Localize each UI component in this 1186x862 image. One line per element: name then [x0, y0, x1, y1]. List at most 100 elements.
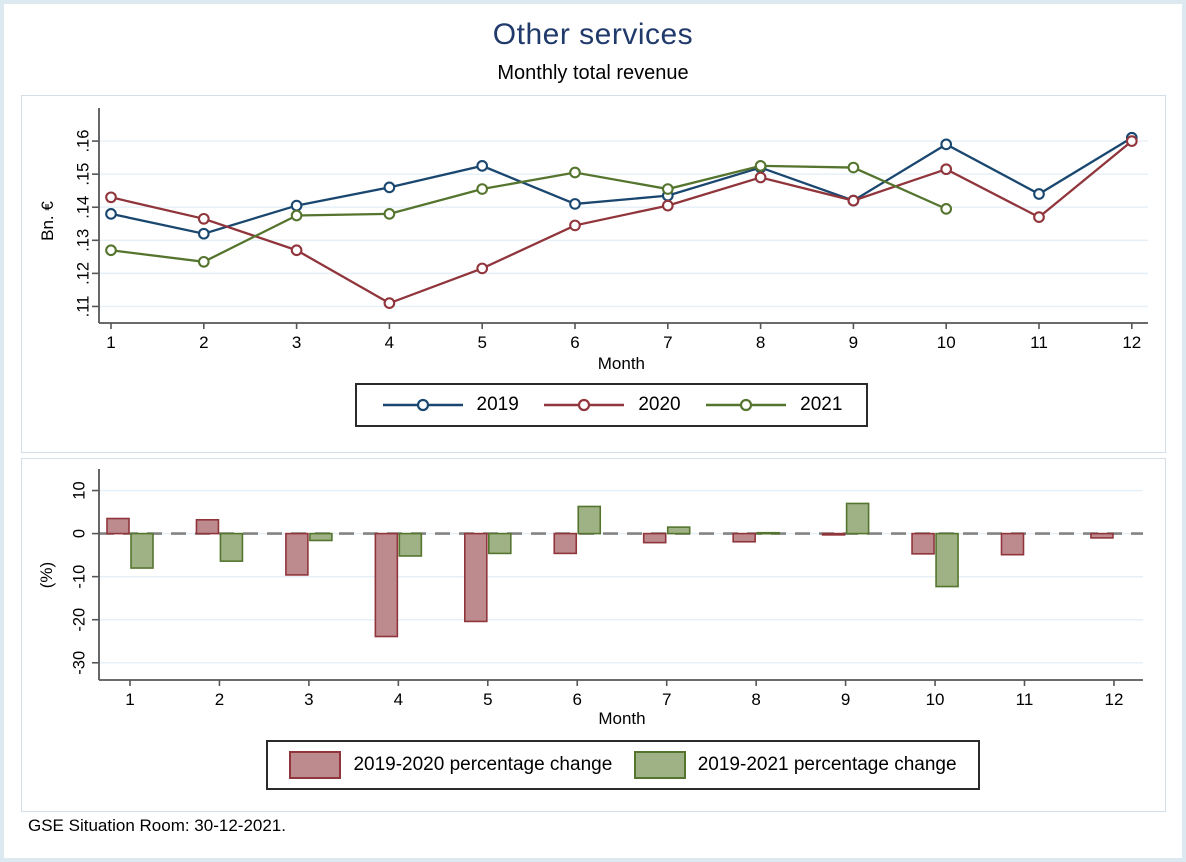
legend-item-2020: 2020 — [542, 394, 681, 416]
data-point — [105, 207, 117, 220]
x-tick-label: 2 — [199, 333, 208, 352]
y-tick-label: 10 — [70, 481, 88, 499]
legend-label-2021: 2021 — [800, 394, 843, 415]
bar — [732, 532, 756, 543]
x-tick-label: 4 — [385, 333, 394, 352]
data-point — [754, 160, 767, 172]
x-tick-label: 3 — [292, 333, 301, 352]
line-marker-2021-icon — [706, 398, 787, 412]
data-point — [476, 262, 489, 275]
data-point — [661, 199, 674, 212]
legend-item-2021: 2021 — [704, 394, 842, 416]
data-point — [290, 199, 303, 212]
series-line — [110, 164, 947, 263]
data-point — [383, 297, 396, 310]
x-tick-label: 4 — [394, 690, 403, 709]
x-tick-label: 12 — [1104, 690, 1123, 709]
y-axis-title: Bn. € — [38, 201, 57, 241]
data-point — [197, 255, 210, 268]
bar — [195, 519, 220, 535]
data-point — [290, 209, 303, 222]
x-axis-title: Month — [598, 354, 645, 373]
legend-label-2020: 2020 — [638, 394, 681, 415]
x-axis-title: Month — [598, 709, 645, 728]
data-point — [383, 181, 396, 194]
data-point — [105, 244, 117, 257]
x-tick-label: 7 — [663, 333, 672, 352]
page-subtitle: Monthly total revenue — [497, 62, 689, 84]
legend-item-2019-2020-change: 2019-2020 percentage change — [289, 751, 612, 779]
legend-item-2019: 2019 — [381, 394, 519, 416]
y-tick-label: -20 — [70, 608, 88, 632]
data-point — [847, 194, 860, 207]
x-tick-label: 10 — [926, 690, 945, 709]
x-tick-label: 3 — [304, 690, 313, 709]
bar — [487, 532, 512, 555]
x-tick-label: 2 — [215, 690, 224, 709]
bar — [935, 532, 959, 588]
bar — [219, 532, 244, 562]
x-tick-label: 5 — [477, 333, 486, 352]
data-point — [940, 163, 953, 176]
x-tick-label: 10 — [937, 333, 956, 352]
data-point — [1033, 211, 1045, 224]
x-tick-label: 12 — [1122, 333, 1141, 352]
bar — [463, 532, 488, 623]
line-marker-2020-icon — [544, 398, 625, 412]
data-point — [1125, 135, 1138, 147]
bar — [821, 532, 846, 536]
y-tick-label: -10 — [70, 565, 88, 589]
data-point — [569, 166, 581, 179]
bar — [642, 532, 667, 544]
bar — [553, 532, 578, 555]
line-chart-legend: 2019 2020 2021 — [355, 383, 868, 427]
bar — [756, 531, 780, 535]
data-point — [569, 219, 581, 232]
x-tick-label: 11 — [1016, 690, 1034, 709]
legend-label-2019: 2019 — [476, 394, 519, 415]
bar — [911, 532, 935, 555]
y-tick-label: -30 — [70, 651, 88, 675]
data-point — [940, 203, 953, 215]
bar — [1090, 532, 1114, 539]
line-chart: .11.12.13.14.15.16 1 2 3 4 5 6 7 8 9 10 11 12 Month Bn… — [22, 96, 1165, 457]
data-point — [290, 244, 303, 257]
y-tick-label: .15 — [74, 163, 92, 186]
data-point — [197, 212, 210, 225]
legend-label-2019-2021-change: 2019-2021 percentage change — [697, 754, 957, 775]
source-note: GSE Situation Room: 30-12-2021. — [28, 816, 286, 835]
y-tick-label: 0 — [70, 529, 88, 538]
data-point — [197, 227, 210, 240]
x-tick-label: 7 — [662, 690, 671, 709]
data-point — [476, 183, 489, 195]
series-line — [110, 136, 1133, 235]
x-tick-label: 1 — [106, 333, 115, 352]
bar — [309, 532, 333, 542]
x-tick-label: 6 — [573, 690, 582, 709]
bar-chart-panel: 10 0 -10 -20 -30 1 2 3 4 5 6 7 8 9 10 11 12 Month (%) 2019… — [21, 458, 1166, 812]
series-line — [110, 140, 1133, 305]
data-point — [940, 138, 953, 151]
data-point — [1033, 188, 1045, 200]
y-tick-label: .16 — [74, 130, 92, 153]
bar — [666, 526, 691, 535]
bar — [1000, 532, 1025, 556]
y-axis-title: (%) — [37, 562, 56, 588]
legend-item-2019-2021-change: 2019-2021 percentage change — [633, 751, 957, 779]
bar-chart-legend: 2019-2020 percentage change 2019-2021 pe… — [266, 740, 980, 790]
green-bar-swatch-icon — [633, 751, 686, 779]
y-tick-label: .12 — [74, 262, 92, 285]
x-tick-label: 11 — [1030, 333, 1048, 352]
x-tick-label: 8 — [756, 333, 765, 352]
x-tick-label: 8 — [751, 690, 760, 709]
line-marker-2019-icon — [382, 398, 463, 412]
data-point — [105, 191, 117, 204]
data-point — [661, 183, 674, 195]
bar — [374, 532, 399, 638]
data-point — [476, 160, 489, 172]
red-bar-swatch-icon — [289, 751, 342, 779]
data-point — [847, 161, 860, 174]
line-chart-svg: .11.12.13.14.15.161 2 3 4 5 6 7 8 9 10 11 12MonthBn… — [38, 108, 1148, 373]
